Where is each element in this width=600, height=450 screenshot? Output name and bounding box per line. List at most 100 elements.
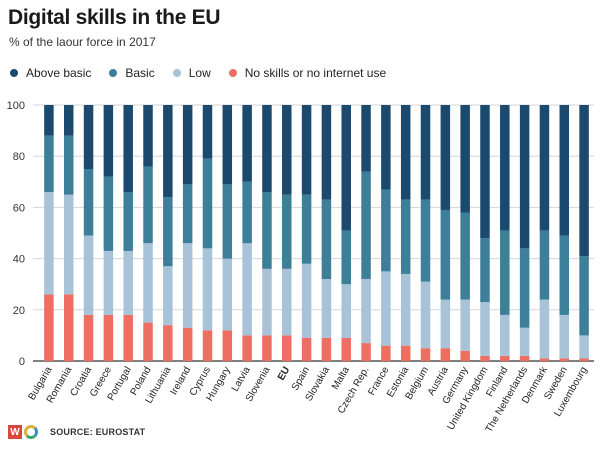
bar-slovakia-low	[321, 279, 332, 338]
bar-hungary-low	[222, 258, 233, 331]
bar-hungary-no-skills-or-no-internet-use	[222, 330, 233, 361]
bar-croatia-above-basic	[83, 105, 94, 169]
legend-item-above-basic: Above basic	[10, 66, 91, 80]
bar-portugal-low	[123, 250, 133, 315]
logo-q-icon	[24, 425, 38, 439]
legend-swatch-low	[172, 69, 181, 77]
bar-malta-above-basic	[341, 105, 351, 231]
legend-item-no-skills: No skills or no internet use	[228, 66, 386, 80]
bar-latvia-no-skills-or-no-internet-use	[242, 335, 252, 361]
bar-czech-rep-no-skills-or-no-internet-use	[361, 343, 371, 361]
bar-romania-no-skills-or-no-internet-use	[63, 294, 74, 361]
bar-denmark-basic	[539, 230, 550, 300]
bar-croatia-no-skills-or-no-internet-use	[83, 314, 94, 361]
bar-latvia-low	[242, 243, 252, 336]
bar-slovakia-no-skills-or-no-internet-use	[321, 337, 332, 361]
bar-the-netherlands-low	[519, 327, 530, 356]
bar-slovenia-no-skills-or-no-internet-use	[262, 335, 272, 361]
bar-ireland-low	[182, 243, 193, 328]
bar-poland-low	[143, 243, 153, 323]
y-tick-label-60: 60	[13, 202, 25, 214]
bar-the-netherlands-no-skills-or-no-internet-use	[519, 355, 530, 361]
bar-bulgaria-low	[44, 192, 54, 295]
legend-swatch-basic	[109, 69, 118, 77]
bar-denmark-low	[539, 299, 550, 359]
bar-sweden-no-skills-or-no-internet-use	[559, 358, 570, 361]
bar-poland-basic	[143, 166, 153, 244]
bar-slovenia-low	[262, 268, 272, 336]
bar-austria-above-basic	[440, 105, 451, 210]
bar-germany-no-skills-or-no-internet-use	[460, 350, 470, 361]
bar-eu-basic	[282, 194, 292, 269]
footer: W SOURCE: EUROSTAT	[8, 425, 145, 439]
bar-eu-no-skills-or-no-internet-use	[282, 335, 292, 361]
legend: Above basic Basic Low No skills or no in…	[10, 66, 404, 80]
bar-sweden-low	[559, 314, 570, 359]
bar-lithuania-low	[163, 266, 173, 326]
bar-luxembourg-no-skills-or-no-internet-use	[579, 358, 589, 361]
y-tick-label-40: 40	[13, 254, 25, 266]
bar-luxembourg-low	[579, 335, 589, 359]
bar-malta-low	[341, 284, 351, 338]
bar-united-kingdom-above-basic	[480, 105, 490, 239]
bar-slovenia-above-basic	[262, 105, 272, 193]
bar-spain-basic	[301, 194, 312, 264]
source-note: SOURCE: EUROSTAT	[50, 427, 146, 437]
logo-w-icon: W	[8, 425, 22, 439]
bar-cyprus-low	[202, 248, 213, 331]
bar-denmark-no-skills-or-no-internet-use	[539, 358, 550, 361]
chart-subtitle: % of the laour force in 2017	[9, 35, 156, 49]
bar-belgium-above-basic	[420, 105, 431, 200]
bar-ireland-no-skills-or-no-internet-use	[182, 327, 193, 361]
bar-croatia-low	[83, 235, 94, 315]
bar-greece-no-skills-or-no-internet-use	[103, 314, 114, 361]
y-tick-label-20: 20	[13, 305, 25, 317]
bar-bulgaria-above-basic	[44, 105, 54, 136]
bar-germany-low	[460, 299, 470, 351]
bar-czech-rep-above-basic	[361, 105, 371, 172]
bar-poland-no-skills-or-no-internet-use	[143, 322, 153, 361]
bar-france-basic	[381, 189, 391, 272]
bar-germany-basic	[460, 212, 470, 300]
bar-spain-above-basic	[301, 105, 312, 195]
bar-greece-above-basic	[103, 105, 114, 177]
bar-lithuania-above-basic	[163, 105, 173, 198]
bar-latvia-basic	[242, 181, 252, 244]
bar-the-netherlands-above-basic	[519, 105, 530, 249]
bar-bulgaria-no-skills-or-no-internet-use	[44, 294, 54, 361]
bar-spain-low	[301, 263, 312, 338]
bar-cyprus-above-basic	[202, 105, 213, 159]
bar-greece-basic	[103, 176, 114, 251]
bar-luxembourg-above-basic	[579, 105, 589, 257]
legend-item-low: Low	[172, 66, 211, 80]
bar-lithuania-no-skills-or-no-internet-use	[163, 325, 173, 361]
bar-austria-no-skills-or-no-internet-use	[440, 348, 451, 361]
bar-germany-above-basic	[460, 105, 470, 213]
chart-title: Digital skills in the EU	[8, 6, 221, 29]
bar-finland-low	[500, 314, 510, 356]
y-tick-label-80: 80	[13, 151, 25, 163]
y-tick-label-100: 100	[7, 100, 25, 112]
bar-greece-low	[103, 250, 114, 315]
bar-hungary-above-basic	[222, 105, 233, 185]
bar-czech-rep-basic	[361, 171, 371, 280]
bar-france-above-basic	[381, 105, 391, 190]
bar-sweden-basic	[559, 235, 570, 315]
bar-ireland-basic	[182, 184, 193, 244]
bar-france-low	[381, 271, 391, 346]
bar-romania-low	[63, 194, 74, 295]
bar-croatia-basic	[83, 169, 94, 236]
y-tick-label-0: 0	[19, 356, 25, 368]
bar-finland-no-skills-or-no-internet-use	[500, 355, 510, 361]
bar-united-kingdom-basic	[480, 238, 490, 303]
bar-finland-above-basic	[500, 105, 510, 231]
bar-estonia-no-skills-or-no-internet-use	[400, 345, 411, 361]
bar-portugal-above-basic	[123, 105, 133, 193]
bar-lithuania-basic	[163, 197, 173, 267]
bar-estonia-low	[400, 273, 411, 346]
bar-slovakia-basic	[321, 199, 332, 280]
bar-cyprus-basic	[202, 158, 213, 249]
legend-label-low: Low	[188, 66, 211, 80]
bar-cyprus-no-skills-or-no-internet-use	[202, 330, 213, 361]
legend-swatch-above-basic	[10, 69, 18, 77]
